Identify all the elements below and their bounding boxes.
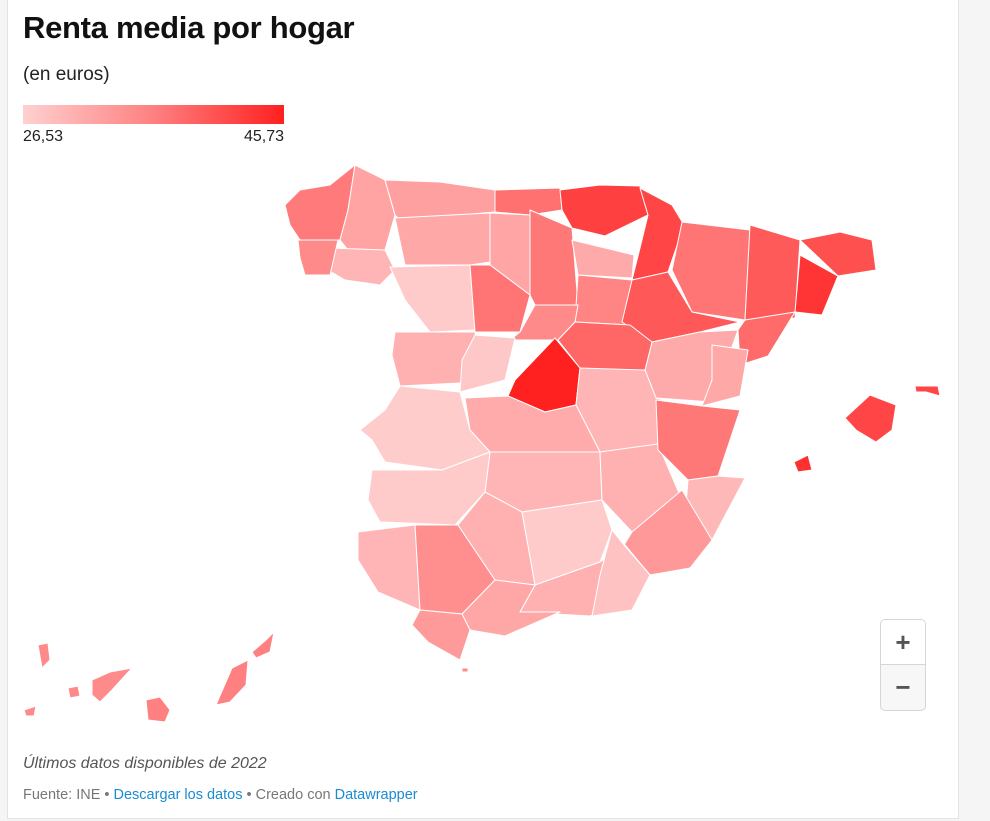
legend-max-label: 45,73 (243, 128, 284, 145)
province[interactable] (591, 529, 651, 617)
separator: • (242, 787, 256, 803)
province[interactable] (844, 394, 897, 443)
chart-subtitle: (en euros) (23, 64, 110, 85)
province[interactable] (461, 579, 561, 637)
province[interactable] (744, 224, 801, 321)
province[interactable] (357, 524, 421, 611)
download-data-link[interactable]: Descargar los datos (113, 787, 243, 803)
chart-footer: Fuente: INE • Descargar los datos • Crea… (23, 787, 418, 803)
province[interactable] (559, 184, 649, 237)
legend-min-label: 26,53 (23, 128, 64, 145)
province[interactable] (67, 685, 81, 699)
created-with-label: Creado con (255, 787, 331, 803)
province[interactable] (701, 344, 749, 407)
province[interactable] (461, 667, 469, 673)
province[interactable] (251, 631, 275, 659)
province[interactable] (394, 212, 491, 266)
province[interactable] (671, 221, 751, 321)
color-legend-gradient (23, 105, 284, 124)
province[interactable] (793, 454, 813, 473)
source-label: Fuente: INE (23, 787, 101, 803)
province[interactable] (494, 187, 563, 216)
province[interactable] (799, 231, 877, 277)
zoom-out-button[interactable]: − (895, 671, 911, 702)
province[interactable] (91, 667, 133, 703)
province[interactable] (327, 247, 396, 286)
province[interactable] (411, 609, 471, 661)
provinces (23, 164, 941, 723)
separator: • (100, 787, 114, 803)
zoom-in-button[interactable]: + (881, 620, 925, 665)
chart-title: Renta media por hogar (23, 10, 355, 45)
province[interactable] (459, 334, 516, 393)
province[interactable] (794, 254, 839, 316)
province[interactable] (571, 239, 635, 279)
province[interactable] (145, 696, 171, 723)
province[interactable] (37, 642, 51, 669)
province[interactable] (521, 499, 613, 586)
map-zoom-controls: + − (880, 619, 926, 711)
province[interactable] (23, 705, 37, 717)
province[interactable] (367, 451, 491, 526)
province[interactable] (359, 385, 491, 471)
province[interactable] (737, 311, 796, 366)
province[interactable] (297, 239, 339, 276)
chart-card: Renta media por hogar (en euros) 26,53 4… (7, 0, 959, 819)
chart-notes: Últimos datos disponibles de 2022 (23, 755, 267, 772)
province[interactable] (914, 385, 941, 397)
province[interactable] (391, 331, 481, 387)
province[interactable] (389, 264, 476, 333)
province[interactable] (215, 659, 249, 706)
datawrapper-link[interactable]: Datawrapper (334, 787, 418, 803)
province[interactable] (469, 264, 531, 333)
